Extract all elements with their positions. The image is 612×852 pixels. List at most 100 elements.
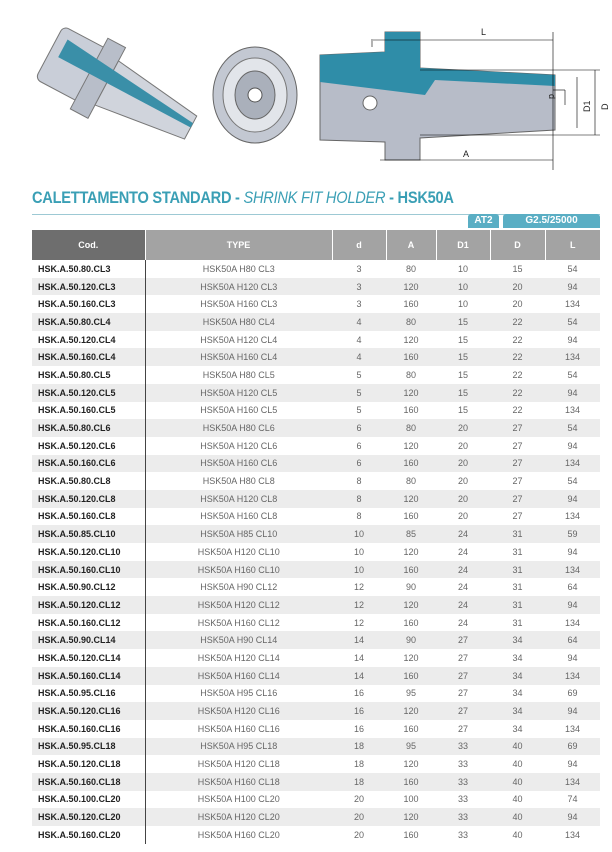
header-d1: D1 — [435, 230, 490, 260]
cell-l: 94 — [545, 383, 600, 402]
cell-a: 80 — [386, 313, 436, 331]
cell-type: HSK50A H120 CL5 — [145, 383, 332, 402]
cell-l: 134 — [545, 348, 600, 367]
cell-dia: 31 — [490, 596, 545, 614]
cell-d: 20 — [353, 794, 364, 805]
cell-type: HSK50A H160 CL6 — [145, 454, 332, 473]
cell-d1: 10 — [436, 277, 490, 296]
cell-d1: 33 — [436, 772, 490, 791]
table-row: HSK.A.50.95.CL16 HSK50A H95 CL16 16 95 27 34 6… — [32, 684, 600, 703]
cell-type: HSK50A H160 CL8 — [200, 511, 278, 522]
cell-cod: HSK.A.50.160.CL16 — [32, 719, 146, 738]
cell-d: 10 — [353, 546, 364, 557]
cell-d: 10 — [332, 525, 386, 543]
cell-d1: 20 — [436, 454, 490, 473]
cell-cod: HSK.A.50.80.CL8 — [32, 472, 146, 490]
cell-type: HSK50A H120 CL6 — [200, 440, 278, 451]
cell-dia: 27 — [512, 476, 523, 487]
page-title: CALETTAMENTO STANDARD - SHRINK FIT HOLDE… — [32, 188, 454, 208]
cell-cod: HSK.A.50.160.CL3 — [32, 295, 146, 314]
cell-type: HSK50A H85 CL10 — [145, 525, 332, 543]
cell-a: 120 — [403, 759, 419, 770]
cell-dia: 22 — [490, 383, 545, 402]
cell-d1: 27 — [457, 723, 468, 734]
cell-d: 18 — [332, 737, 386, 756]
cell-dia: 40 — [490, 737, 545, 756]
cell-type: HSK50A H160 CL12 — [197, 617, 280, 628]
cell-dia: 34 — [490, 631, 545, 650]
cell-dia: 34 — [490, 666, 545, 685]
cell-dia: 31 — [512, 582, 523, 593]
cell-cod: HSK.A.50.160.CL4 — [32, 348, 146, 367]
table-row: HSK.A.50.160.CL5 HSK50A H160 CL5 5 160 15 22 1… — [32, 401, 600, 420]
cell-dia: 22 — [490, 313, 545, 331]
cell-l: 134 — [564, 829, 581, 840]
cell-type: HSK50A H120 CL14 — [197, 652, 280, 663]
badge-balancing: G2.5/25000 — [503, 214, 600, 228]
cell-d: 6 — [332, 454, 386, 473]
table-row: HSK.A.50.160.CL3 HSK50A H160 CL3 3 160 10 20 1… — [32, 295, 600, 314]
cell-type: HSK50A H160 CL18 — [145, 772, 332, 791]
cell-dia: 27 — [490, 419, 545, 437]
cell-d: 6 — [356, 440, 362, 451]
cell-cod: HSK.A.50.100.CL20 — [32, 790, 146, 809]
cell-d1: 15 — [436, 313, 490, 331]
cell-dia: 40 — [512, 794, 523, 805]
cell-cod: HSK.A.50.120.CL10 — [32, 543, 146, 561]
cell-d: 6 — [332, 419, 386, 437]
cell-dia: 34 — [512, 688, 523, 699]
cell-d: 3 — [332, 277, 386, 296]
cell-d1: 27 — [457, 652, 468, 663]
cell-a: 120 — [403, 546, 419, 557]
cell-d: 5 — [356, 405, 362, 416]
cell-dia: 27 — [490, 489, 545, 508]
cell-a: 85 — [386, 525, 436, 543]
cell-a: 160 — [403, 405, 419, 416]
cell-l: 64 — [567, 582, 578, 593]
cell-d: 14 — [353, 652, 364, 663]
cell-a: 120 — [403, 334, 419, 345]
cell-d1: 20 — [457, 440, 468, 451]
title-main: CALETTAMENTO STANDARD - — [32, 188, 244, 207]
cell-type: HSK50A H120 CL16 — [145, 702, 332, 720]
cell-d: 3 — [356, 263, 362, 274]
cell-cod: HSK.A.50.90.CL12 — [32, 578, 146, 597]
cell-dia: 22 — [512, 334, 523, 345]
dim-label-D1: D1 — [582, 100, 592, 112]
cell-d1: 33 — [457, 759, 468, 770]
table-row: HSK.A.50.160.CL14 HSK50A H160 CL14 14 160 27… — [32, 666, 600, 685]
cell-dia: 20 — [490, 277, 545, 296]
title-suffix: - HSK50A — [385, 188, 454, 207]
table-row: HSK.A.50.120.CL12 HSK50A H120 CL12 12 120 24… — [32, 596, 600, 614]
cell-cod: HSK.A.50.120.CL16 — [32, 702, 146, 720]
cell-d1: 24 — [457, 546, 468, 557]
cell-l: 54 — [567, 369, 578, 380]
product-table: Cod. TYPE d A D1 D L HSK.A.50.80.CL3 HSK5… — [32, 230, 600, 844]
cell-d1: 27 — [436, 631, 490, 650]
cell-d: 12 — [353, 582, 364, 593]
cell-type: HSK50A H90 CL14 — [145, 631, 332, 650]
cell-d: 16 — [353, 688, 364, 699]
cell-a: 80 — [386, 419, 436, 437]
cell-cod: HSK.A.50.120.CL5 — [32, 383, 146, 402]
cell-cod: HSK.A.50.85.CL10 — [32, 525, 146, 543]
cell-dia: 31 — [490, 525, 545, 543]
cell-type: HSK50A H120 CL3 — [145, 277, 332, 296]
cell-dia: 31 — [512, 546, 523, 557]
table-row: HSK.A.50.95.CL18 HSK50A H95 CL18 18 95 33 40 6… — [32, 737, 600, 756]
cell-l: 64 — [545, 631, 600, 650]
table-row: HSK.A.50.160.CL12 HSK50A H160 CL12 12 160 24… — [32, 613, 600, 632]
cell-dia: 31 — [512, 617, 523, 628]
table-row: HSK.A.50.160.CL6 HSK50A H160 CL6 6 160 20 27 1… — [32, 454, 600, 473]
cell-l: 94 — [545, 489, 600, 508]
cell-l: 134 — [564, 723, 581, 734]
cell-cod: HSK.A.50.120.CL14 — [32, 649, 146, 667]
cell-type: HSK50A H160 CL10 — [145, 560, 332, 579]
cell-d1: 33 — [457, 829, 468, 840]
cell-a: 160 — [403, 511, 419, 522]
cell-a: 120 — [386, 383, 436, 402]
cell-cod: HSK.A.50.95.CL16 — [32, 684, 146, 703]
title-divider — [32, 214, 600, 215]
cell-dia: 22 — [512, 405, 523, 416]
cell-cod: HSK.A.50.120.CL3 — [32, 277, 146, 296]
